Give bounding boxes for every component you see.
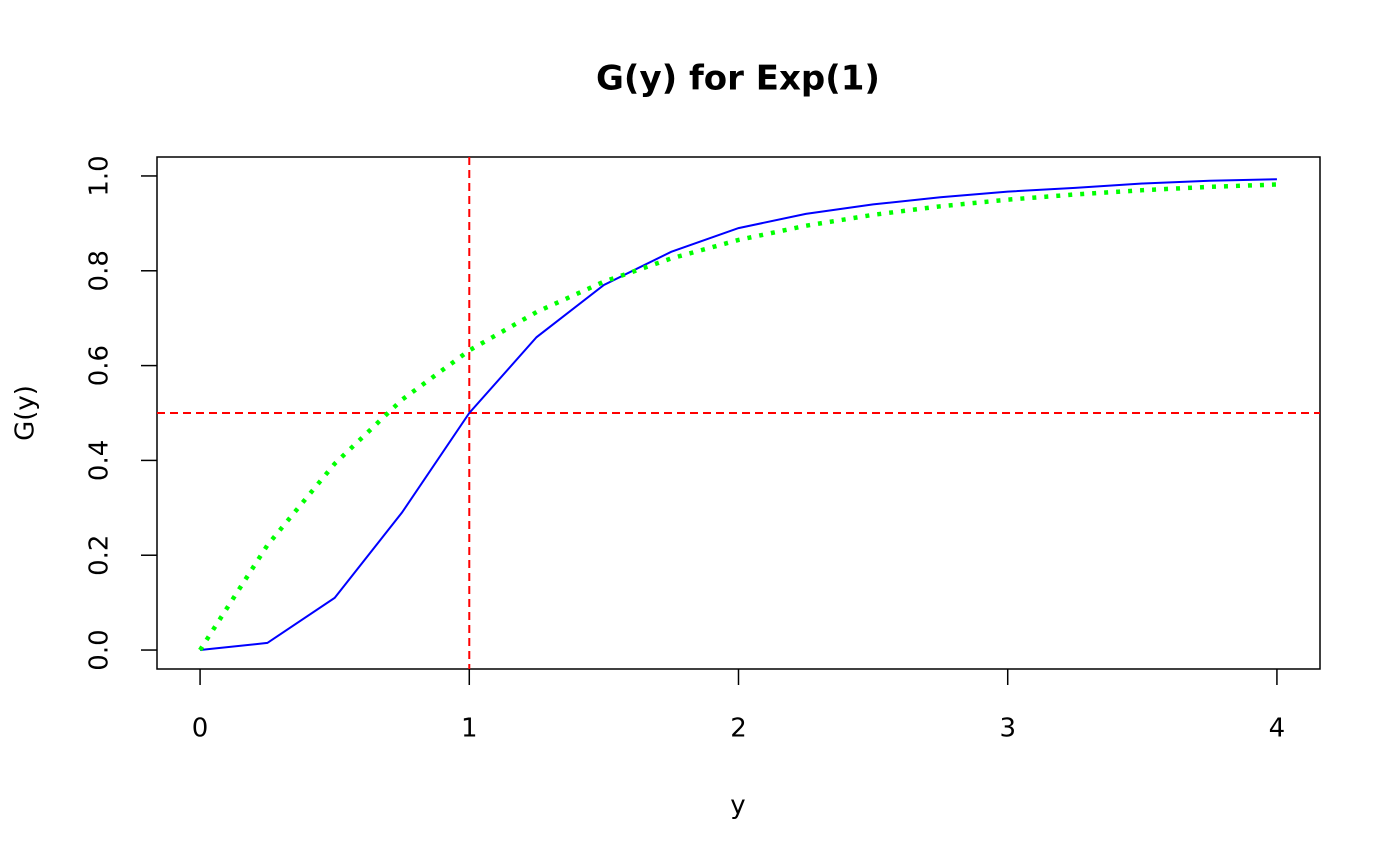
y-tick-label: 0.8 — [85, 250, 115, 291]
y-tick-label: 0.2 — [85, 535, 115, 576]
y-tick-label: 1.0 — [85, 155, 115, 196]
y-axis-label: G(y) — [11, 385, 41, 441]
y-tick-label: 0.4 — [85, 440, 115, 481]
x-tick-label: 0 — [192, 714, 209, 744]
y-tick-label: 0.6 — [85, 345, 115, 386]
chart-title: G(y) for Exp(1) — [596, 59, 880, 99]
y-tick-label: 0.0 — [85, 629, 115, 670]
x-tick-label: 2 — [730, 714, 747, 744]
x-axis-label: y — [730, 791, 745, 821]
x-tick-label: 3 — [999, 714, 1016, 744]
x-tick-label: 1 — [461, 714, 478, 744]
series-line — [199, 178, 1277, 652]
x-tick-label: 4 — [1269, 714, 1286, 744]
series-line — [198, 182, 1278, 652]
